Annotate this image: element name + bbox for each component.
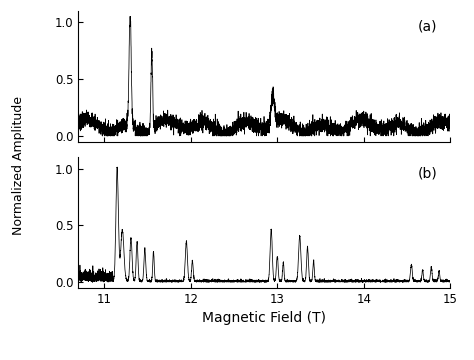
Text: Normalized Amplitude: Normalized Amplitude (12, 96, 26, 235)
Text: (b): (b) (418, 166, 438, 180)
X-axis label: Magnetic Field (T): Magnetic Field (T) (202, 311, 326, 325)
Text: (a): (a) (418, 20, 438, 34)
